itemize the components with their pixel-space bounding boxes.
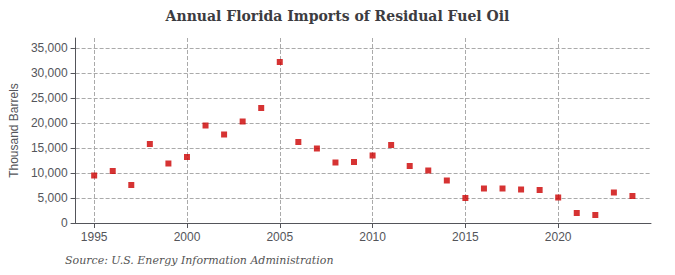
svg-text:2020: 2020 [545,230,572,244]
svg-text:5,000: 5,000 [38,191,68,205]
svg-text:25,000: 25,000 [31,91,68,105]
svg-text:30,000: 30,000 [31,66,68,80]
svg-text:2015: 2015 [452,230,479,244]
svg-text:1995: 1995 [81,230,108,244]
svg-text:0: 0 [61,216,68,230]
svg-text:15,000: 15,000 [31,141,68,155]
svg-text:Thousand Barrels: Thousand Barrels [7,83,21,178]
svg-text:Annual Florida Imports of Resi: Annual Florida Imports of Residual Fuel … [165,8,510,24]
svg-text:35,000: 35,000 [31,41,68,55]
svg-text:2000: 2000 [174,230,201,244]
svg-text:10,000: 10,000 [31,166,68,180]
svg-text:2005: 2005 [266,230,293,244]
svg-text:Source: U.S. Energy Informatio: Source: U.S. Energy Information Administ… [65,254,333,267]
svg-text:20,000: 20,000 [31,116,68,130]
svg-text:2010: 2010 [359,230,386,244]
